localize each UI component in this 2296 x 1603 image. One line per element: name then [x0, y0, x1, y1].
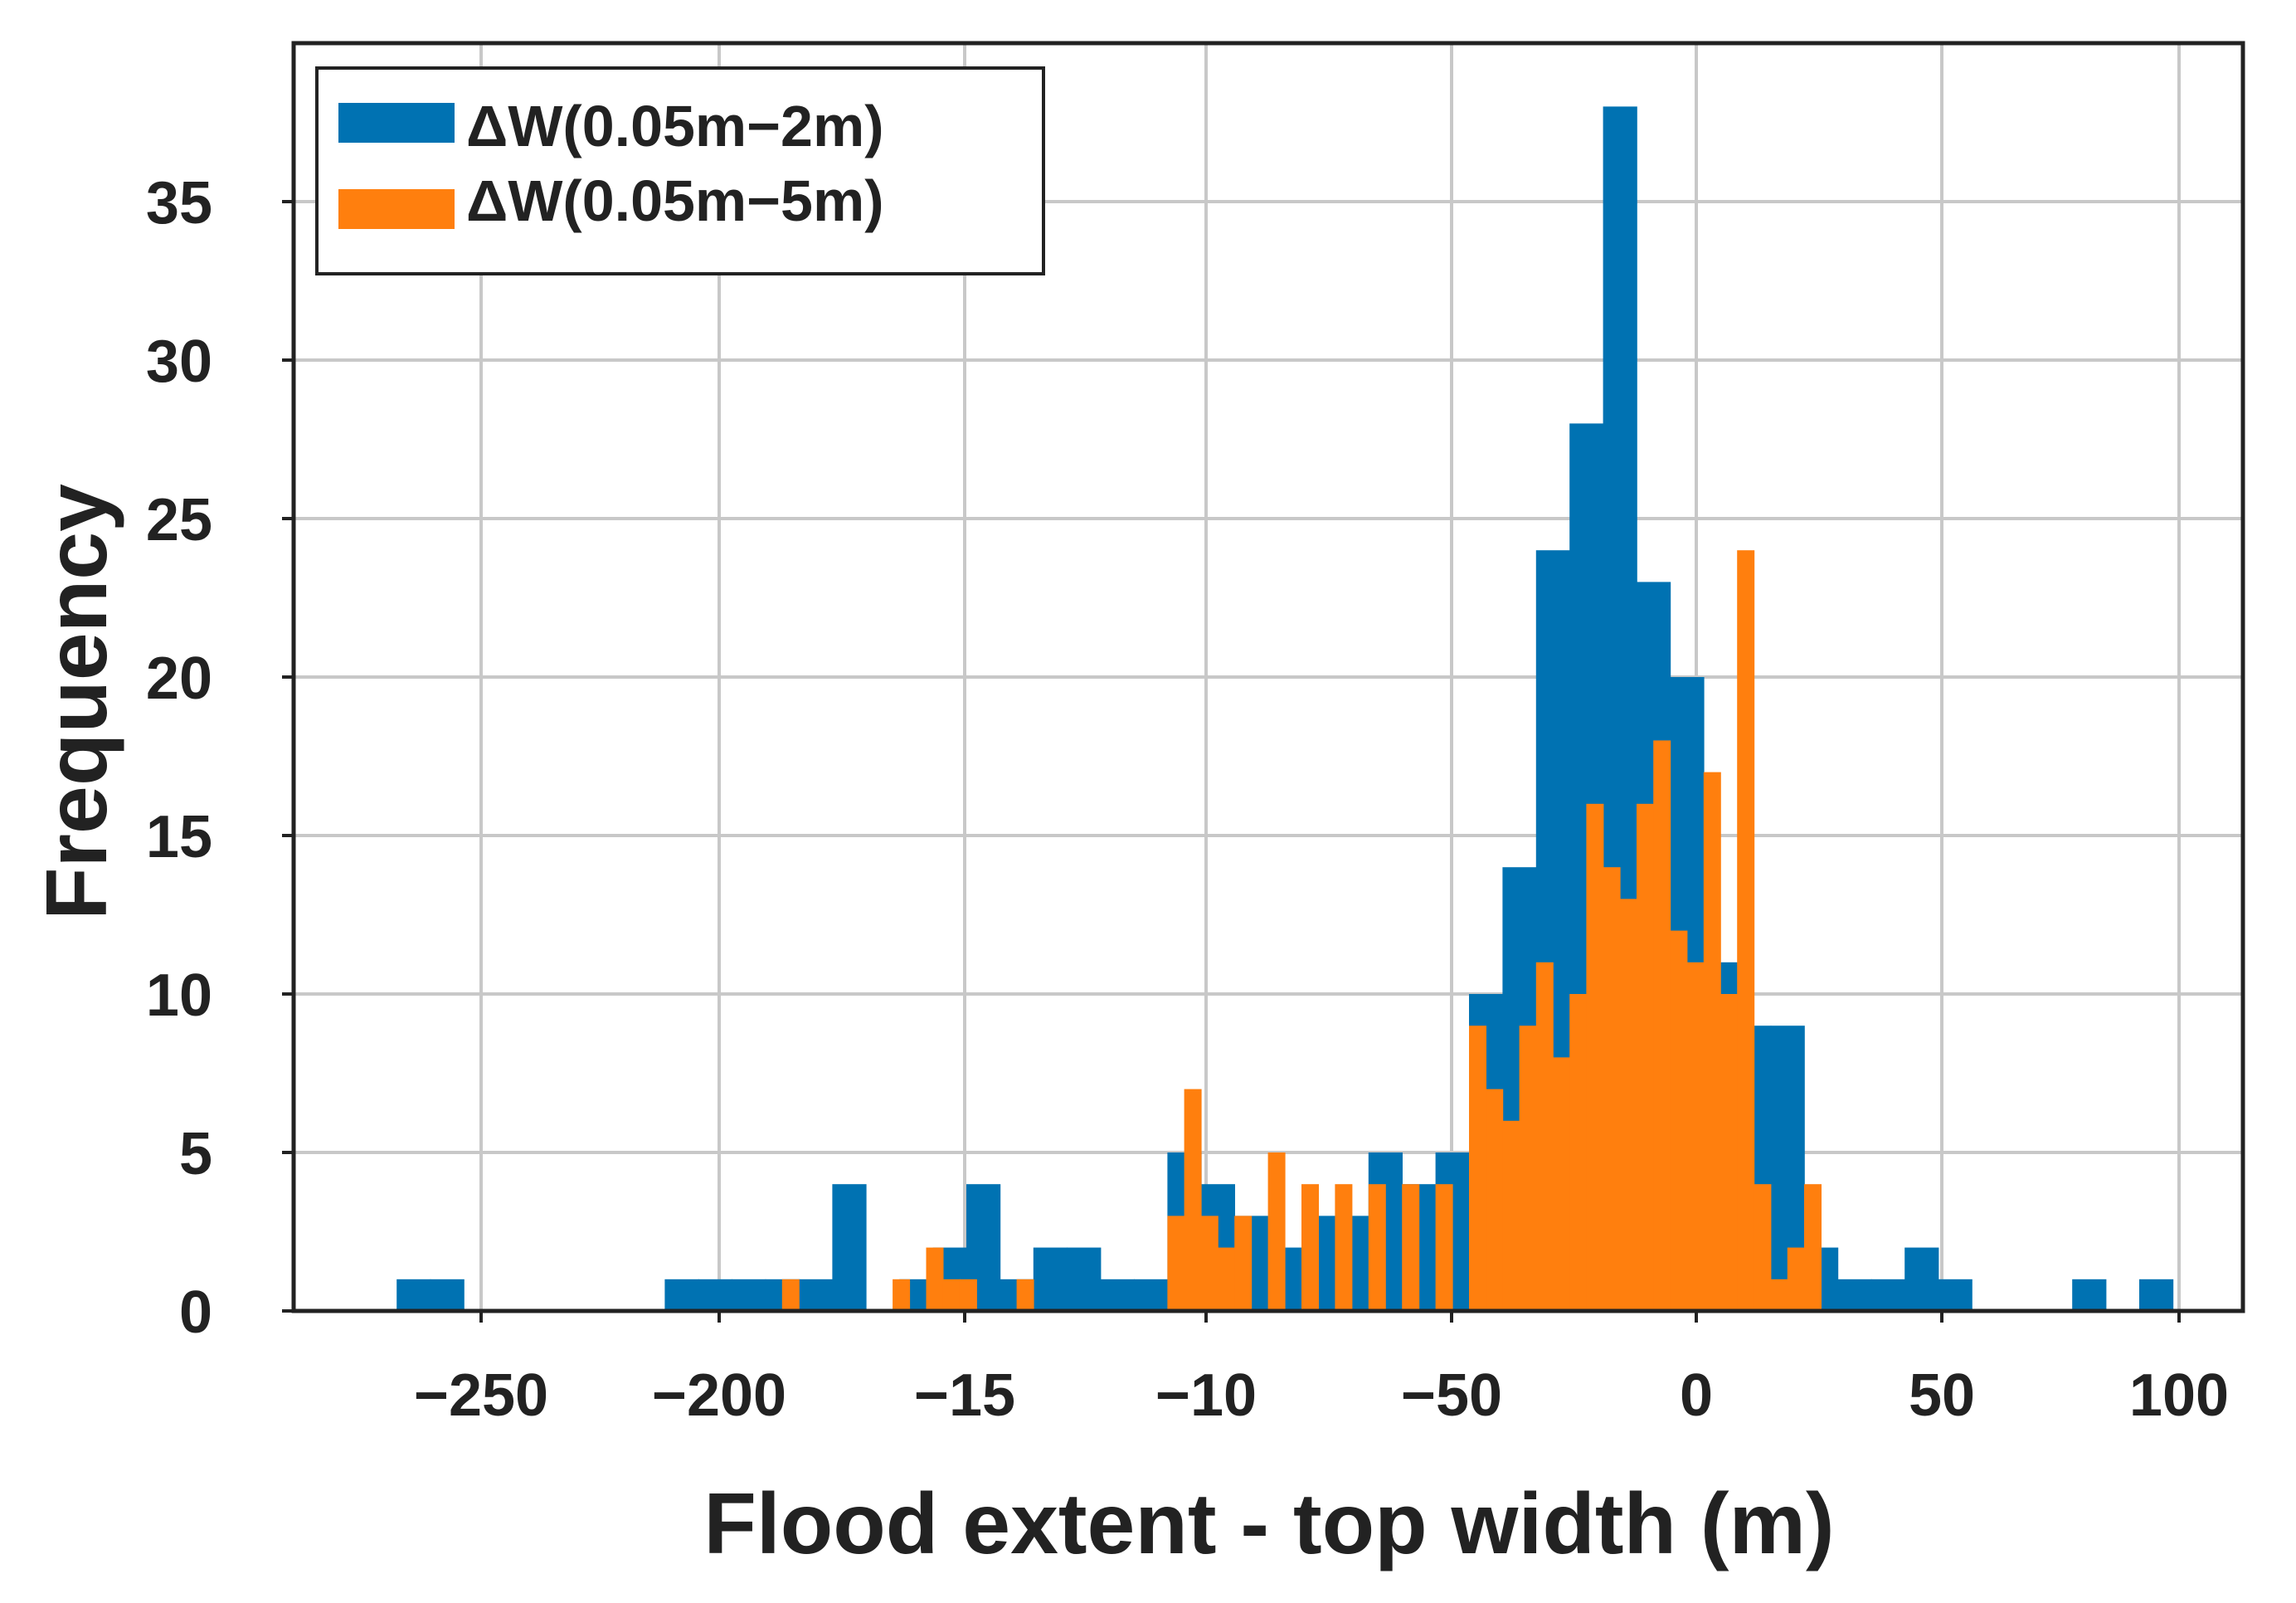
histogram-bar	[1770, 1279, 1788, 1311]
x-tick-label: 50	[1909, 1362, 1975, 1429]
histogram-bar	[1569, 994, 1588, 1311]
legend-swatch-deltaw-2m	[338, 103, 455, 143]
histogram-bar	[1686, 962, 1705, 1311]
histogram-bar	[1619, 899, 1637, 1311]
y-tick-label: 25	[146, 487, 212, 553]
histogram-bar	[698, 1279, 732, 1311]
histogram-bar	[1804, 1184, 1822, 1311]
histogram-bar	[1033, 1247, 1068, 1311]
y-tick-label: 30	[146, 329, 212, 395]
x-axis-title: Flood extent - top width (m)	[703, 1476, 1834, 1572]
histogram-bar	[732, 1279, 766, 1311]
histogram-bar	[664, 1279, 699, 1311]
histogram-bar	[799, 1279, 834, 1311]
histogram-bar	[1200, 1216, 1219, 1311]
histogram-bar	[1670, 930, 1688, 1311]
histogram-bar	[832, 1184, 867, 1311]
histogram-bar	[1720, 994, 1738, 1311]
histogram-bar	[1837, 1279, 1872, 1311]
legend-label-deltaw-5m: ΔW(0.05m−5m)	[466, 168, 884, 233]
x-tick-label: −50	[1401, 1362, 1502, 1429]
histogram-bar	[1553, 1057, 1570, 1311]
histogram-bar	[1234, 1216, 1253, 1311]
histogram-bar	[1938, 1279, 1973, 1311]
y-tick-label: 15	[146, 804, 212, 870]
histogram-bar	[1134, 1279, 1169, 1311]
y-tick-label: 20	[146, 646, 212, 712]
histogram-bar	[1267, 1152, 1286, 1311]
histogram-bar	[1435, 1184, 1453, 1311]
histogram-bar	[1653, 740, 1671, 1311]
histogram-bar	[2072, 1279, 2107, 1311]
y-tick-label: 5	[179, 1121, 212, 1187]
series-deltaw-5m-bars	[781, 550, 1822, 1311]
y-axis-title: Frequency	[29, 484, 125, 920]
x-tick-label: −10	[1155, 1362, 1257, 1429]
histogram-bar	[1586, 803, 1604, 1311]
x-tick-label: 0	[1680, 1362, 1713, 1429]
histogram-bar	[1535, 962, 1554, 1311]
y-tick-label: 10	[146, 962, 212, 1029]
histogram-bar	[1754, 1184, 1772, 1311]
histogram-bar	[1402, 1184, 1420, 1311]
histogram-bar	[1603, 867, 1621, 1311]
histogram-bar	[1100, 1279, 1135, 1311]
legend-label-deltaw-2m: ΔW(0.05m−2m)	[466, 94, 884, 158]
histogram-bar	[1167, 1216, 1185, 1311]
x-tick-label: 100	[2129, 1362, 2229, 1429]
histogram-bar	[1703, 772, 1721, 1311]
legend-swatch-deltaw-5m	[338, 189, 455, 229]
x-tick-label: −200	[652, 1362, 786, 1429]
histogram-bar	[893, 1279, 911, 1311]
histogram-bar	[926, 1247, 944, 1311]
y-tick-label: 35	[146, 170, 212, 236]
histogram-bar	[1184, 1089, 1202, 1311]
histogram-bar	[1519, 1026, 1537, 1311]
histogram-bar	[396, 1279, 431, 1311]
histogram-bar	[1502, 1120, 1520, 1311]
histogram-bar	[1335, 1184, 1353, 1311]
histogram-bar	[430, 1279, 465, 1311]
histogram-bar	[781, 1279, 800, 1311]
histogram-bar	[1218, 1247, 1235, 1311]
histogram-bar	[1904, 1247, 1939, 1311]
histogram-bar	[1067, 1247, 1102, 1311]
y-tick-label: 0	[179, 1279, 212, 1346]
histogram-bar	[1368, 1184, 1386, 1311]
histogram-bar	[1301, 1184, 1319, 1311]
histogram-bar	[2139, 1279, 2174, 1311]
y-axis-ticks: 0 5 10 15 20 25 30 35	[146, 170, 294, 1346]
legend-frame	[315, 66, 1045, 275]
histogram-bar	[1870, 1279, 1905, 1311]
histogram-bar	[1469, 1026, 1486, 1311]
histogram-bar	[942, 1279, 961, 1311]
histogram-bar	[1737, 550, 1755, 1311]
x-axis-ticks: −250 −200 −15 −10 −50 0 50 100	[414, 1311, 2229, 1429]
histogram-bar	[1486, 1089, 1504, 1311]
histogram-bar	[1787, 1247, 1805, 1311]
histogram-bar	[1016, 1279, 1034, 1311]
x-tick-label: −15	[914, 1362, 1015, 1429]
legend: ΔW(0.05m−2m) ΔW(0.05m−5m)	[315, 66, 1045, 275]
histogram-bar	[1637, 803, 1654, 1311]
histogram-bar	[959, 1279, 977, 1311]
x-tick-label: −250	[414, 1362, 548, 1429]
